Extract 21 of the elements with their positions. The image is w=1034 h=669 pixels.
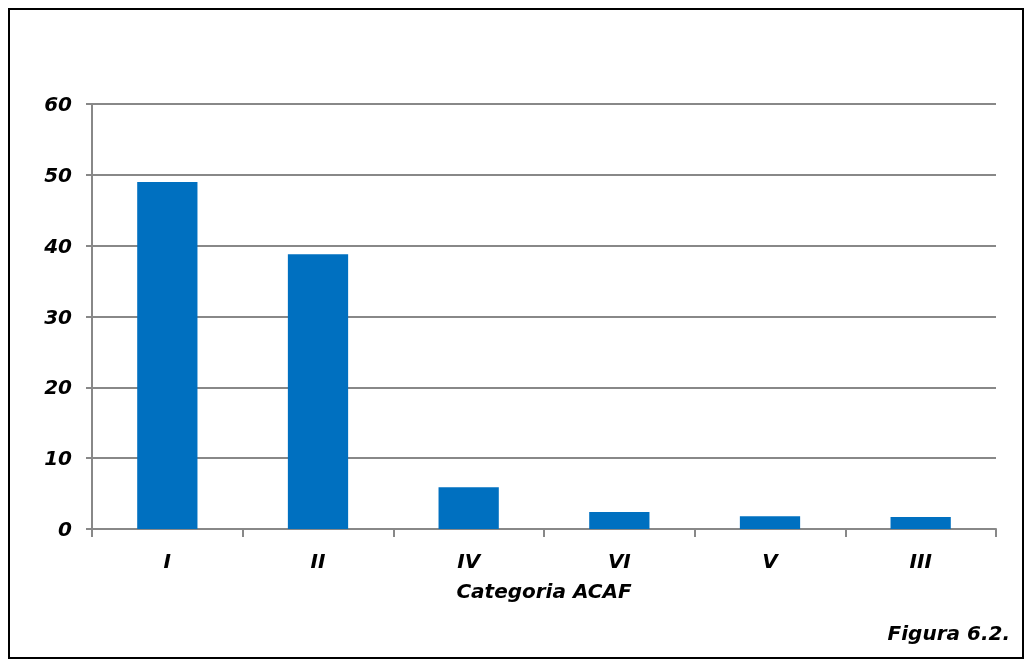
x-tick-label: VI	[607, 549, 632, 573]
text: Figura 6.2.	[887, 621, 1010, 645]
y-tick-label: 20	[44, 375, 73, 400]
y-tick-label: 40	[43, 233, 73, 258]
bar	[438, 487, 499, 529]
y-tick-label: 50	[44, 162, 73, 187]
y-tick-label: 10	[44, 446, 73, 471]
bar	[890, 516, 951, 529]
x-tick-label: V	[762, 549, 780, 573]
bar	[589, 512, 650, 529]
y-tick-label: 60	[44, 92, 73, 116]
x-axis-title: Categoria ACAF	[456, 579, 632, 603]
y-tick-label: 30	[44, 304, 73, 329]
x-tick-label: I	[163, 549, 172, 573]
bar	[137, 181, 198, 529]
bar	[739, 516, 801, 529]
x-tick-label: IV	[457, 549, 482, 573]
y-tick-label: 0	[58, 517, 73, 541]
bar	[287, 254, 349, 529]
x-tick-label: II	[310, 549, 326, 573]
x-tick-label: III	[909, 549, 933, 573]
